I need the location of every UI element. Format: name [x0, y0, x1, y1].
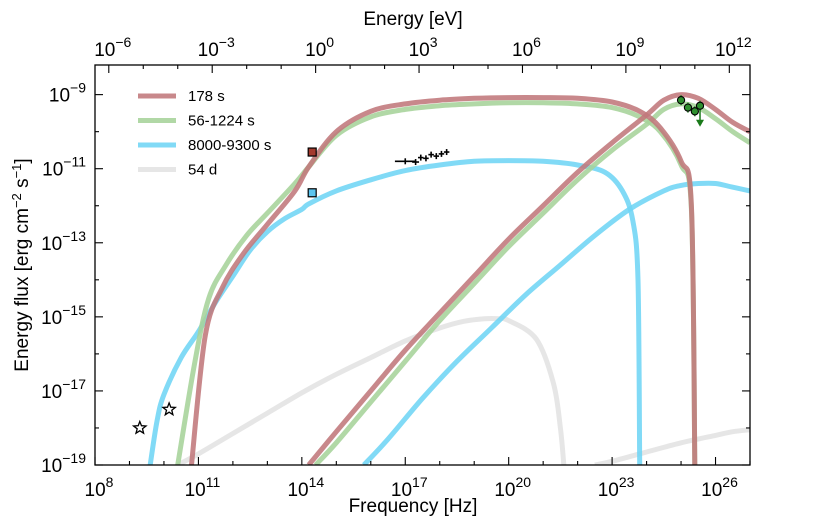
x2-tick-label: 109 [615, 34, 644, 61]
series-line-8000-9300-s-1 [147, 158, 643, 465]
x-tick-label: 1011 [185, 474, 221, 501]
gamma-point-2 [683, 103, 693, 112]
y-tick-label: 10−13 [41, 228, 86, 255]
xray-point-6 [433, 153, 440, 160]
xray-point-2 [412, 159, 420, 166]
plot-frame [94, 64, 751, 466]
legend-label: 8000-9300 s [188, 137, 271, 154]
x-tick-label: 1017 [391, 474, 428, 501]
square-marker-1 [307, 147, 317, 157]
series-line-8000-9300-s-2 [362, 180, 750, 465]
legend-label: 54 d [188, 162, 217, 179]
model-curves [147, 92, 750, 465]
y-axis-title-sup1: −2 [9, 193, 24, 208]
upper-limit-arrow-icon [696, 119, 705, 127]
legend-entry: 54 d [138, 162, 217, 179]
gamma-point-3 [690, 107, 699, 116]
y-axis-title: Energy flux [erg cm−2 s−1] [9, 158, 33, 371]
x2-tick-label: 10−3 [198, 34, 235, 61]
x-tick-label: 108 [85, 474, 114, 501]
legend-label: 56-1224 s [188, 113, 255, 130]
x-tick-label: 1014 [287, 474, 324, 501]
x2-tick-label: 106 [512, 34, 541, 61]
gamma-point-1 [676, 96, 686, 105]
star-marker-2 [161, 401, 178, 417]
star-marker-1 [131, 419, 148, 435]
y-axis-title-end: ] [12, 158, 33, 163]
x-axis-title: Frequency [Hz] [349, 496, 478, 517]
x2-axis-title: Energy [eV] [363, 9, 462, 30]
x-tick-label: 1023 [598, 474, 635, 501]
legend-entry: 178 s [138, 88, 225, 105]
x-tick-label: 1020 [494, 474, 531, 501]
y-tick-label: 10−19 [41, 450, 86, 477]
legend-label: 178 s [188, 88, 225, 105]
series-line-178-s-1 [189, 95, 698, 465]
x2-tick-label: 10−6 [94, 34, 131, 61]
x2-tick-label: 103 [409, 34, 438, 61]
legend-entry: 8000-9300 s [138, 137, 271, 154]
x2-tick-label: 1012 [715, 34, 752, 61]
xray-point-7 [438, 150, 445, 157]
xray-point-8 [443, 149, 450, 156]
y-axis-title-sup2: −1 [9, 164, 24, 179]
xray-point-4 [423, 155, 429, 162]
series-line-54-d-1 [176, 315, 567, 465]
y-tick-label: 10−15 [41, 302, 86, 329]
y-tick-label: 10−17 [41, 376, 86, 403]
y-tick-label: 10−9 [49, 80, 86, 107]
x-tick-label: 1026 [701, 474, 738, 501]
gamma-point-4 [695, 101, 705, 110]
x2-axis-ticks: 10−6 10−3 100 103 106 109 1012 [94, 34, 752, 73]
series-line-56-1224-s-2 [313, 101, 750, 465]
data-markers [131, 95, 705, 435]
square-marker-2 [307, 188, 317, 198]
series-line-54-d-2 [594, 427, 750, 465]
xray-point-3 [418, 154, 424, 161]
y-axis-ticks: 10−19 10−17 10−15 10−13 10−11 10−9 [41, 80, 750, 477]
xray-point-5 [428, 151, 434, 158]
legend: 178 s 56-1224 s 8000-9300 s 54 d [138, 88, 271, 179]
series-line-178-s-2 [306, 92, 750, 465]
y-tick-label: 10−11 [42, 154, 86, 181]
x-axis-ticks: 108 1011 1014 1017 1020 1023 1026 [85, 457, 751, 501]
y-axis-title-base: Energy flux [erg cm [12, 208, 33, 372]
y-axis-title-mid: s [12, 178, 33, 193]
legend-entry: 56-1224 s [138, 113, 255, 130]
x2-tick-label: 100 [305, 34, 334, 61]
